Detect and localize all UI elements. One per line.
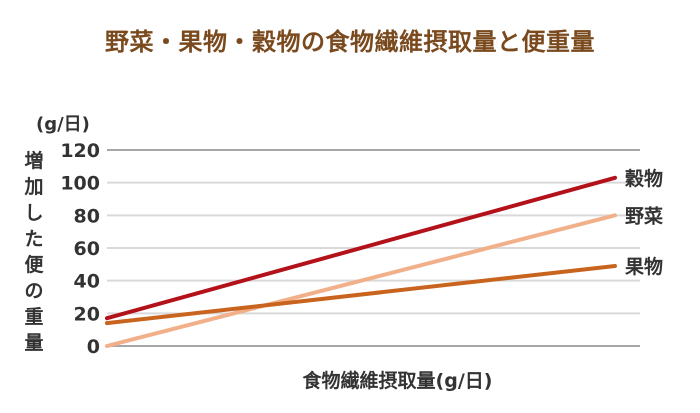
- series-label: 穀物: [625, 167, 663, 190]
- y-tick-label: 120: [60, 140, 100, 162]
- y-tick-label: 0: [87, 336, 100, 358]
- series-line: [105, 213, 617, 348]
- y-tick-label: 60: [74, 238, 100, 260]
- series-label: 果物: [624, 255, 663, 278]
- y-axis-label: 増加した便の重量: [24, 150, 44, 354]
- series-label: 野菜: [625, 204, 663, 227]
- y-axis-unit: (g/日): [36, 114, 90, 135]
- x-axis-label: 食物繊維摂取量(g/日): [302, 370, 493, 392]
- y-tick-label: 100: [60, 173, 100, 195]
- y-tick-label: 80: [74, 205, 100, 227]
- chart-title: 野菜・果物・穀物の食物繊維摂取量と便重量: [105, 28, 595, 56]
- series-line: [105, 175, 617, 321]
- y-tick-label: 20: [74, 303, 100, 325]
- series-line: [105, 263, 617, 326]
- y-tick-label: 40: [74, 271, 100, 293]
